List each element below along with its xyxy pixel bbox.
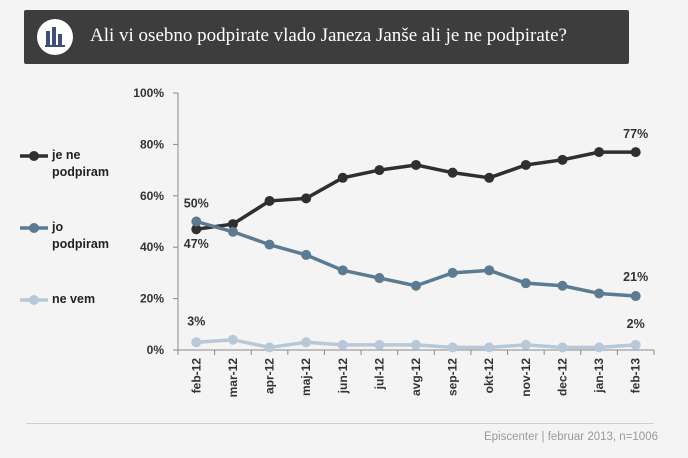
title-bar: Ali vi osebno podpirate vlado Janeza Jan… xyxy=(24,10,629,64)
data-point xyxy=(557,342,568,353)
y-tick-label: 40% xyxy=(140,240,164,254)
data-point xyxy=(594,288,605,299)
data-point xyxy=(301,249,312,260)
data-point xyxy=(484,342,495,353)
data-point xyxy=(447,267,458,278)
legend-marker xyxy=(29,295,39,305)
data-point xyxy=(630,147,641,158)
data-point xyxy=(520,339,531,350)
x-tick-label: feb-13 xyxy=(629,358,643,394)
data-point xyxy=(374,273,385,284)
x-tick-label: jan-13 xyxy=(592,358,606,394)
y-tick-label: 80% xyxy=(140,137,164,151)
data-point xyxy=(411,280,421,291)
data-point xyxy=(191,337,202,348)
data-point xyxy=(520,159,531,170)
y-tick-label: 60% xyxy=(140,189,164,203)
data-point xyxy=(337,339,348,350)
data-point xyxy=(447,342,458,353)
legend-marker xyxy=(29,223,39,233)
x-tick-label: dec-12 xyxy=(555,358,569,396)
data-point xyxy=(594,342,605,353)
legend-marker xyxy=(29,151,39,161)
data-point xyxy=(374,165,385,176)
x-tick-label: maj-12 xyxy=(299,358,313,396)
data-label: 2% xyxy=(627,317,645,331)
data-point xyxy=(484,172,495,183)
data-label: 47% xyxy=(184,237,209,251)
data-point xyxy=(374,339,385,350)
x-tick-label: nov-12 xyxy=(519,358,533,397)
data-point xyxy=(191,224,202,235)
x-tick-label: jul-12 xyxy=(372,358,386,391)
data-label: 77% xyxy=(623,127,648,141)
data-point xyxy=(301,193,312,204)
legend-label-line: ne vem xyxy=(52,292,96,306)
data-point xyxy=(484,265,495,276)
x-tick-label: mar-12 xyxy=(226,358,240,398)
data-point xyxy=(337,265,348,276)
legend-label-line: jo xyxy=(52,220,64,234)
legend-label: je ne podpiram xyxy=(52,147,109,181)
legend-label: jo podpiram xyxy=(52,219,109,253)
data-point xyxy=(301,337,312,348)
x-tick-label: jun-12 xyxy=(336,358,350,395)
chart-title: Ali vi osebno podpirate vlado Janeza Jan… xyxy=(90,25,567,46)
legend-label-line: je ne xyxy=(52,148,81,162)
y-tick-label: 20% xyxy=(140,292,164,306)
data-point xyxy=(520,278,531,289)
legend-label-line: podpiram xyxy=(52,165,109,179)
y-tick-label: 0% xyxy=(147,343,165,357)
data-label: 21% xyxy=(623,270,648,284)
source-note: Episcenter | februar 2013, n=1006 xyxy=(483,431,658,443)
data-point xyxy=(630,291,641,302)
data-point xyxy=(264,342,275,353)
x-tick-label: apr-12 xyxy=(263,358,277,394)
data-point xyxy=(264,239,275,250)
legend-label-line: podpiram xyxy=(52,237,109,251)
data-point xyxy=(227,219,238,230)
data-point xyxy=(594,147,605,158)
data-label: 50% xyxy=(184,197,209,211)
data-point xyxy=(557,280,568,291)
footer-divider xyxy=(26,423,654,424)
data-point xyxy=(227,334,238,345)
data-point xyxy=(557,154,568,165)
data-point xyxy=(411,339,421,350)
data-label: 3% xyxy=(187,314,205,328)
x-tick-label: avg-12 xyxy=(409,358,423,396)
data-point xyxy=(227,226,238,237)
data-point xyxy=(411,159,421,170)
x-tick-label: okt-12 xyxy=(482,358,496,394)
data-point xyxy=(447,167,458,178)
data-point xyxy=(337,172,348,183)
data-point xyxy=(630,339,641,350)
y-tick-label: 100% xyxy=(133,86,164,100)
data-point xyxy=(264,195,275,206)
x-tick-label: feb-12 xyxy=(189,358,203,394)
bar-chart-icon xyxy=(37,19,73,55)
legend-label: ne vem xyxy=(52,291,95,308)
data-point xyxy=(191,216,202,227)
x-tick-label: sep-12 xyxy=(446,358,460,396)
